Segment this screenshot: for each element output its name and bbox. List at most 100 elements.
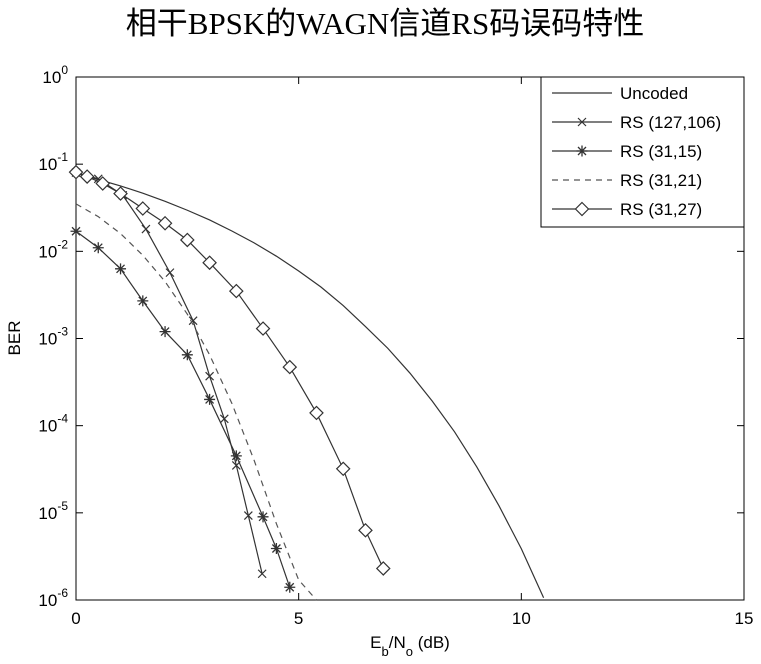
marker-shape	[135, 201, 151, 216]
marker	[577, 117, 587, 127]
marker	[230, 450, 242, 462]
marker	[165, 268, 175, 278]
marker-shape	[576, 145, 588, 157]
marker	[135, 201, 151, 216]
x-axis-label-part: E	[370, 633, 381, 652]
marker-shape	[79, 169, 95, 184]
x-axis-label: Eb/No (dB)	[370, 633, 450, 659]
marker-shape	[282, 359, 298, 375]
x-axis-label-part: (dB)	[413, 633, 450, 652]
y-tick-exponent: -5	[57, 499, 68, 513]
y-tick-exponent: 0	[61, 63, 68, 77]
marker-shape	[257, 569, 267, 579]
x-axis-label-part: o	[406, 644, 413, 659]
legend-label: RS (31,21)	[620, 171, 702, 190]
x-tick-label: 15	[735, 609, 754, 628]
marker	[205, 371, 215, 381]
y-tick-base: 10	[42, 68, 61, 87]
series-line	[75, 172, 545, 599]
marker-shape	[577, 117, 587, 127]
marker-shape	[255, 321, 271, 336]
marker	[68, 164, 84, 180]
marker-shape	[309, 405, 324, 421]
y-tick-exponent: -2	[57, 237, 68, 251]
marker	[157, 215, 173, 231]
marker-shape	[202, 255, 217, 271]
y-tick-label: 10-6	[38, 586, 68, 610]
marker	[284, 581, 296, 593]
y-tick-base: 10	[38, 330, 57, 349]
legend-label: RS (31,27)	[620, 200, 702, 219]
y-axis-label: BER	[5, 321, 24, 356]
marker	[204, 393, 216, 405]
marker	[137, 295, 149, 307]
y-tick-exponent: -1	[57, 150, 68, 164]
series-line	[75, 171, 384, 569]
marker	[79, 169, 95, 184]
y-tick-label: 10-5	[38, 499, 68, 523]
x-tick-label: 0	[71, 609, 80, 628]
marker	[335, 461, 351, 477]
marker-shape	[115, 263, 127, 275]
marker-shape	[243, 511, 253, 521]
y-tick-base: 10	[38, 591, 57, 610]
marker-shape	[574, 201, 590, 217]
marker	[188, 316, 198, 326]
marker-shape	[270, 542, 282, 554]
marker	[270, 542, 282, 554]
marker	[228, 283, 244, 299]
marker	[309, 405, 324, 421]
y-tick-base: 10	[38, 504, 57, 523]
series-line	[75, 230, 291, 588]
marker	[92, 242, 104, 254]
marker-shape	[181, 349, 193, 361]
marker	[219, 414, 229, 424]
marker	[574, 201, 590, 217]
x-tick-label: 10	[512, 609, 531, 628]
marker	[95, 176, 111, 191]
x-axis-label-part: /N	[389, 633, 406, 652]
y-tick-label: 10-4	[38, 412, 68, 436]
marker	[181, 349, 193, 361]
y-tick-exponent: -3	[57, 325, 68, 339]
marker-shape	[205, 371, 215, 381]
marker	[255, 321, 271, 336]
marker	[257, 569, 267, 579]
marker-shape	[179, 232, 195, 248]
x-tick-label: 5	[294, 609, 303, 628]
marker-shape	[165, 268, 175, 278]
marker	[141, 224, 151, 234]
marker	[159, 326, 171, 338]
marker	[375, 561, 391, 576]
marker	[70, 225, 82, 237]
marker-shape	[92, 242, 104, 254]
legend-box	[540, 76, 745, 228]
marker-shape	[257, 511, 269, 523]
marker-shape	[70, 225, 82, 237]
marker-shape	[204, 393, 216, 405]
marker-shape	[335, 461, 351, 477]
marker-shape	[188, 316, 198, 326]
marker	[243, 511, 253, 521]
marker-shape	[95, 176, 111, 191]
marker-shape	[358, 522, 373, 538]
marker	[202, 255, 217, 271]
y-tick-label: 10-1	[38, 150, 68, 174]
y-tick-label: 10-2	[38, 237, 68, 261]
y-tick-label: 10-3	[38, 325, 68, 349]
legend-label: RS (127,106)	[620, 113, 721, 132]
marker	[576, 145, 588, 157]
marker-shape	[159, 326, 171, 338]
series-line	[75, 203, 317, 601]
marker-shape	[228, 283, 244, 299]
marker-shape	[113, 186, 128, 201]
x-axis-label-part: b	[382, 644, 389, 659]
marker-shape	[157, 215, 173, 231]
y-tick-base: 10	[38, 417, 57, 436]
y-tick-base: 10	[38, 155, 57, 174]
y-tick-base: 10	[38, 242, 57, 261]
marker	[282, 359, 298, 375]
marker-shape	[137, 295, 149, 307]
legend-label: RS (31,15)	[620, 142, 702, 161]
